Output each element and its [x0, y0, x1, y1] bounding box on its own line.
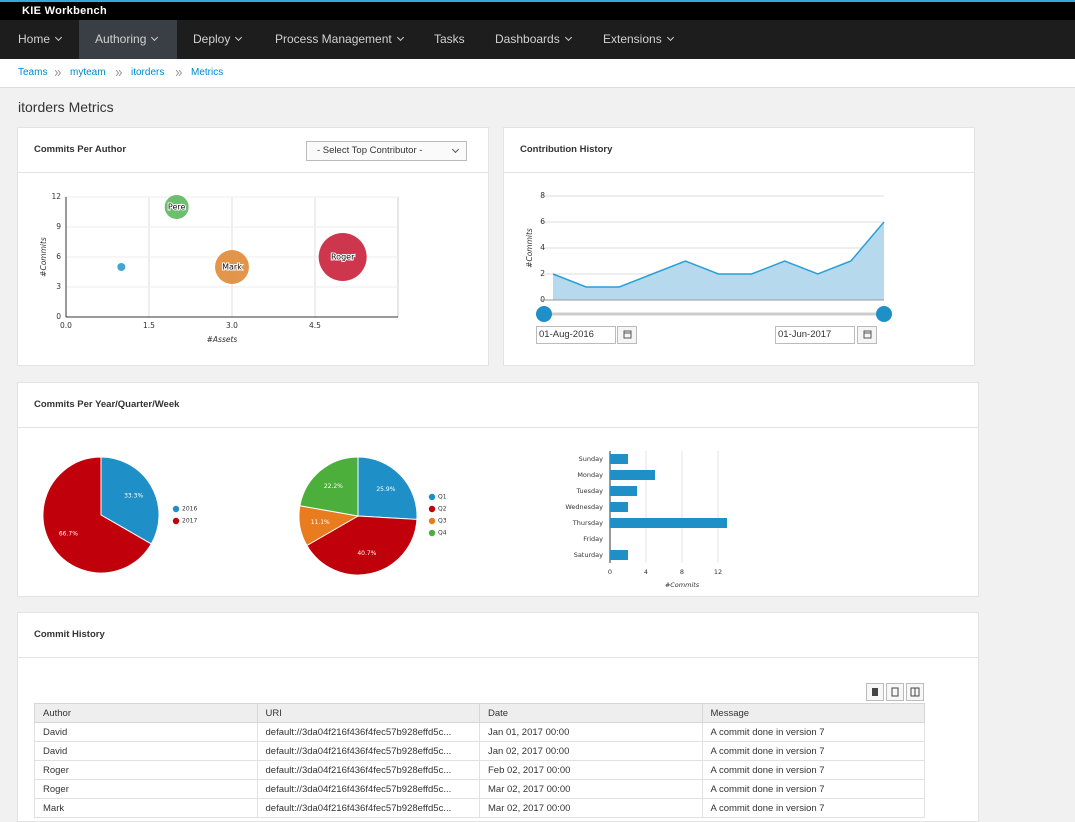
panel-title: Commits Per Year/Quarter/Week [34, 399, 180, 410]
icon [910, 687, 920, 697]
calendar-icon [623, 330, 632, 339]
table-cell: default://3da04f216f436f4fec57b928effd5c… [256, 722, 480, 742]
contributor-select[interactable]: - Select Top Contributor - [306, 141, 467, 161]
table-cell: default://3da04f216f436f4fec57b928effd5c… [256, 741, 480, 761]
brand[interactable]: KIE Workbench [22, 5, 107, 17]
icon [872, 688, 878, 696]
nav-label: Extensions [603, 32, 662, 46]
table-cell: Mar 02, 2017 00:00 [479, 798, 703, 818]
nav-label: Home [18, 32, 51, 46]
panel-title: Contribution History [520, 144, 613, 155]
nav-item[interactable]: Dashboards [495, 20, 572, 59]
nav-item[interactable]: Process Management [275, 20, 404, 59]
panel-header: Commits Per Author [18, 128, 488, 173]
column-header: URI [256, 703, 480, 723]
table-cell: A commit done in version 7 [701, 741, 925, 761]
table-cell: default://3da04f216f436f4fec57b928effd5c… [256, 798, 480, 818]
columns-button[interactable] [906, 683, 924, 701]
table-cell: Mar 02, 2017 00:00 [479, 779, 703, 799]
table-cell: Feb 02, 2017 00:00 [479, 760, 703, 780]
table-cell: A commit done in version 7 [701, 722, 925, 742]
table-cell: A commit done in version 7 [701, 798, 925, 818]
panel-title: Commits Per Author [34, 144, 127, 155]
nav-item[interactable]: Home [18, 20, 63, 59]
panel-title: Commit History [34, 629, 105, 640]
commit-table: Author URI Date Message David default://3da04… [34, 703, 925, 818]
table-cell: Roger [34, 760, 258, 780]
table-cell: Jan 01, 2017 00:00 [479, 722, 703, 742]
export-excel-button[interactable] [886, 683, 904, 701]
date-from-input[interactable]: 01-Aug-2016 [536, 326, 616, 344]
page-title: itorders Metrics [18, 99, 114, 115]
table-cell: Jan 02, 2017 00:00 [479, 741, 703, 761]
nav-label: Deploy [193, 32, 231, 46]
table-cell: Mark [34, 798, 258, 818]
column-header: Date [479, 703, 703, 723]
icon [891, 687, 899, 697]
table-row: Roger default://3da04f216f436f4fec57b928e… [34, 760, 925, 780]
separator [55, 70, 61, 76]
nav-label: Dashboards [495, 32, 560, 46]
select-label: - Select Top Contributor - [317, 145, 423, 156]
separator [116, 70, 122, 76]
nav-item[interactable]: Tasks [434, 20, 465, 59]
calendar-button[interactable] [617, 326, 637, 344]
date-to-input[interactable]: 01-Jun-2017 [775, 326, 855, 344]
panel: Commits Per Year/Quarter/Week [17, 382, 979, 597]
breadcrumb[interactable]: itorders [131, 67, 165, 78]
breadcrumb[interactable]: myteam [70, 67, 106, 78]
export-csv-button[interactable] [866, 683, 884, 701]
nav-label: Tasks [434, 32, 465, 46]
nav-item[interactable]: Authoring [79, 20, 177, 59]
nav-item[interactable]: Extensions [603, 20, 674, 59]
top-bar: KIE Workbench [0, 0, 1075, 20]
column-header: Author [34, 703, 258, 723]
nav-item[interactable]: Deploy [193, 20, 243, 59]
breadcrumbs: Teams myteam itorders Metrics [0, 59, 1075, 88]
table-cell: David [34, 722, 258, 742]
separator [176, 70, 182, 76]
panel-header: Commit History [18, 613, 978, 658]
header-row: Author URI Date Message [34, 703, 925, 723]
table-row: Roger default://3da04f216f436f4fec57b928e… [34, 779, 925, 799]
breadcrumb[interactable]: Teams [18, 67, 48, 78]
table-cell: Roger [34, 779, 258, 799]
nav-label: Process Management [275, 32, 392, 46]
table-row: Mark default://3da04f216f436f4fec57b928ef… [34, 798, 925, 818]
calendar-button[interactable] [857, 326, 877, 344]
table-cell: default://3da04f216f436f4fec57b928effd5c… [256, 779, 480, 799]
panel: Commits Per Author [17, 127, 489, 366]
panel-header: Commits Per Year/Quarter/Week [18, 383, 978, 428]
table-cell: A commit done in version 7 [701, 779, 925, 799]
table-cell: David [34, 741, 258, 761]
calendar-icon [863, 330, 872, 339]
breadcrumb: Metrics [191, 67, 224, 78]
nav-label: Authoring [95, 32, 147, 46]
table-row: David default://3da04f216f436f4fec57b928e… [34, 722, 925, 742]
nav-bar: Home Authoring Deploy Process Management… [0, 20, 1075, 59]
table-cell: default://3da04f216f436f4fec57b928effd5c… [256, 760, 480, 780]
table-cell: A commit done in version 7 [701, 760, 925, 780]
panel-header: Contribution History [504, 128, 974, 173]
table-body: David default://3da04f216f436f4fec57b928e… [34, 722, 925, 818]
table-row: David default://3da04f216f436f4fec57b928e… [34, 741, 925, 761]
column-header: Message [701, 703, 925, 723]
